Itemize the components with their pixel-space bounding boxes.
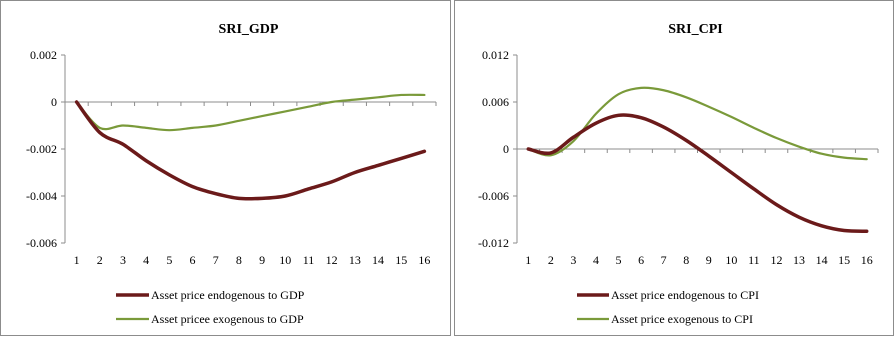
legend-label: Asset price endogenous to GDP: [151, 288, 305, 302]
x-tick-label: 4: [593, 253, 599, 267]
y-tick-label: -0.006: [26, 236, 57, 250]
x-tick-label: 9: [706, 253, 712, 267]
x-tick-label: 6: [190, 253, 196, 267]
x-tick-label: 6: [638, 253, 644, 267]
x-tick-label: 8: [683, 253, 689, 267]
legend-label: Asset pricee exogenous to GDP: [151, 312, 304, 326]
series-line-endogenous: [526, 113, 869, 233]
x-tick-label: 2: [97, 253, 103, 267]
y-tick-label: -0.006: [478, 189, 509, 203]
legend-label: Asset price exogenous to CPI: [611, 312, 753, 326]
x-tick-label: 8: [236, 253, 242, 267]
x-tick-label: 1: [525, 253, 531, 267]
x-tick-label: 2: [548, 253, 554, 267]
x-tick-label: 16: [418, 253, 430, 267]
x-tick-label: 14: [816, 253, 828, 267]
x-tick-label: 9: [259, 253, 265, 267]
x-tick-label: 3: [120, 253, 126, 267]
chart-panel-sri-gdp: SRI_GDP 0.002 0 -0.002 -0.004 -0.006 1 2 3 4 5 6 7 8 9…: [0, 0, 451, 336]
x-tick-label: 7: [661, 253, 667, 267]
y-tick-label: 0: [503, 142, 509, 156]
x-tick-label: 14: [372, 253, 384, 267]
x-tick-label: 13: [349, 253, 361, 267]
x-tick-label: 4: [143, 253, 149, 267]
x-tick-label: 16: [861, 253, 873, 267]
x-tick-label: 10: [725, 253, 737, 267]
x-tick-label: 12: [326, 253, 338, 267]
y-tick-label: 0.006: [482, 95, 509, 109]
y-tick-label: 0.002: [30, 48, 57, 62]
x-tick-label: 13: [793, 253, 805, 267]
x-tick-label: 7: [213, 253, 219, 267]
x-tick-label: 1: [74, 253, 80, 267]
x-tick-label: 11: [748, 253, 760, 267]
y-tick-label: -0.002: [26, 142, 57, 156]
chart-title: SRI_CPI: [668, 22, 722, 37]
x-tick-label: 3: [570, 253, 576, 267]
x-tick-label: 12: [770, 253, 782, 267]
x-tick-label: 15: [838, 253, 850, 267]
y-tick-label: -0.012: [478, 236, 509, 250]
chart-title: SRI_GDP: [219, 22, 279, 37]
y-tick-label: 0: [51, 95, 57, 109]
x-tick-label: 11: [303, 253, 315, 267]
x-tick-label: 15: [395, 253, 407, 267]
series-line-exogenous: [75, 93, 426, 132]
x-tick-label: 10: [279, 253, 291, 267]
x-tick-label: 5: [616, 253, 622, 267]
x-tick-label: 5: [166, 253, 172, 267]
y-tick-label: 0.012: [482, 48, 509, 62]
series-line-endogenous: [74, 100, 427, 201]
chart-panel-sri-cpi: SRI_CPI 0.012 0.006 0 -0.006 -0.012 1 2 3 4 5 6 7 8 9 1…: [454, 0, 894, 336]
legend-label: Asset price endogenous to CPI: [611, 288, 759, 302]
y-tick-label: -0.004: [26, 189, 57, 203]
